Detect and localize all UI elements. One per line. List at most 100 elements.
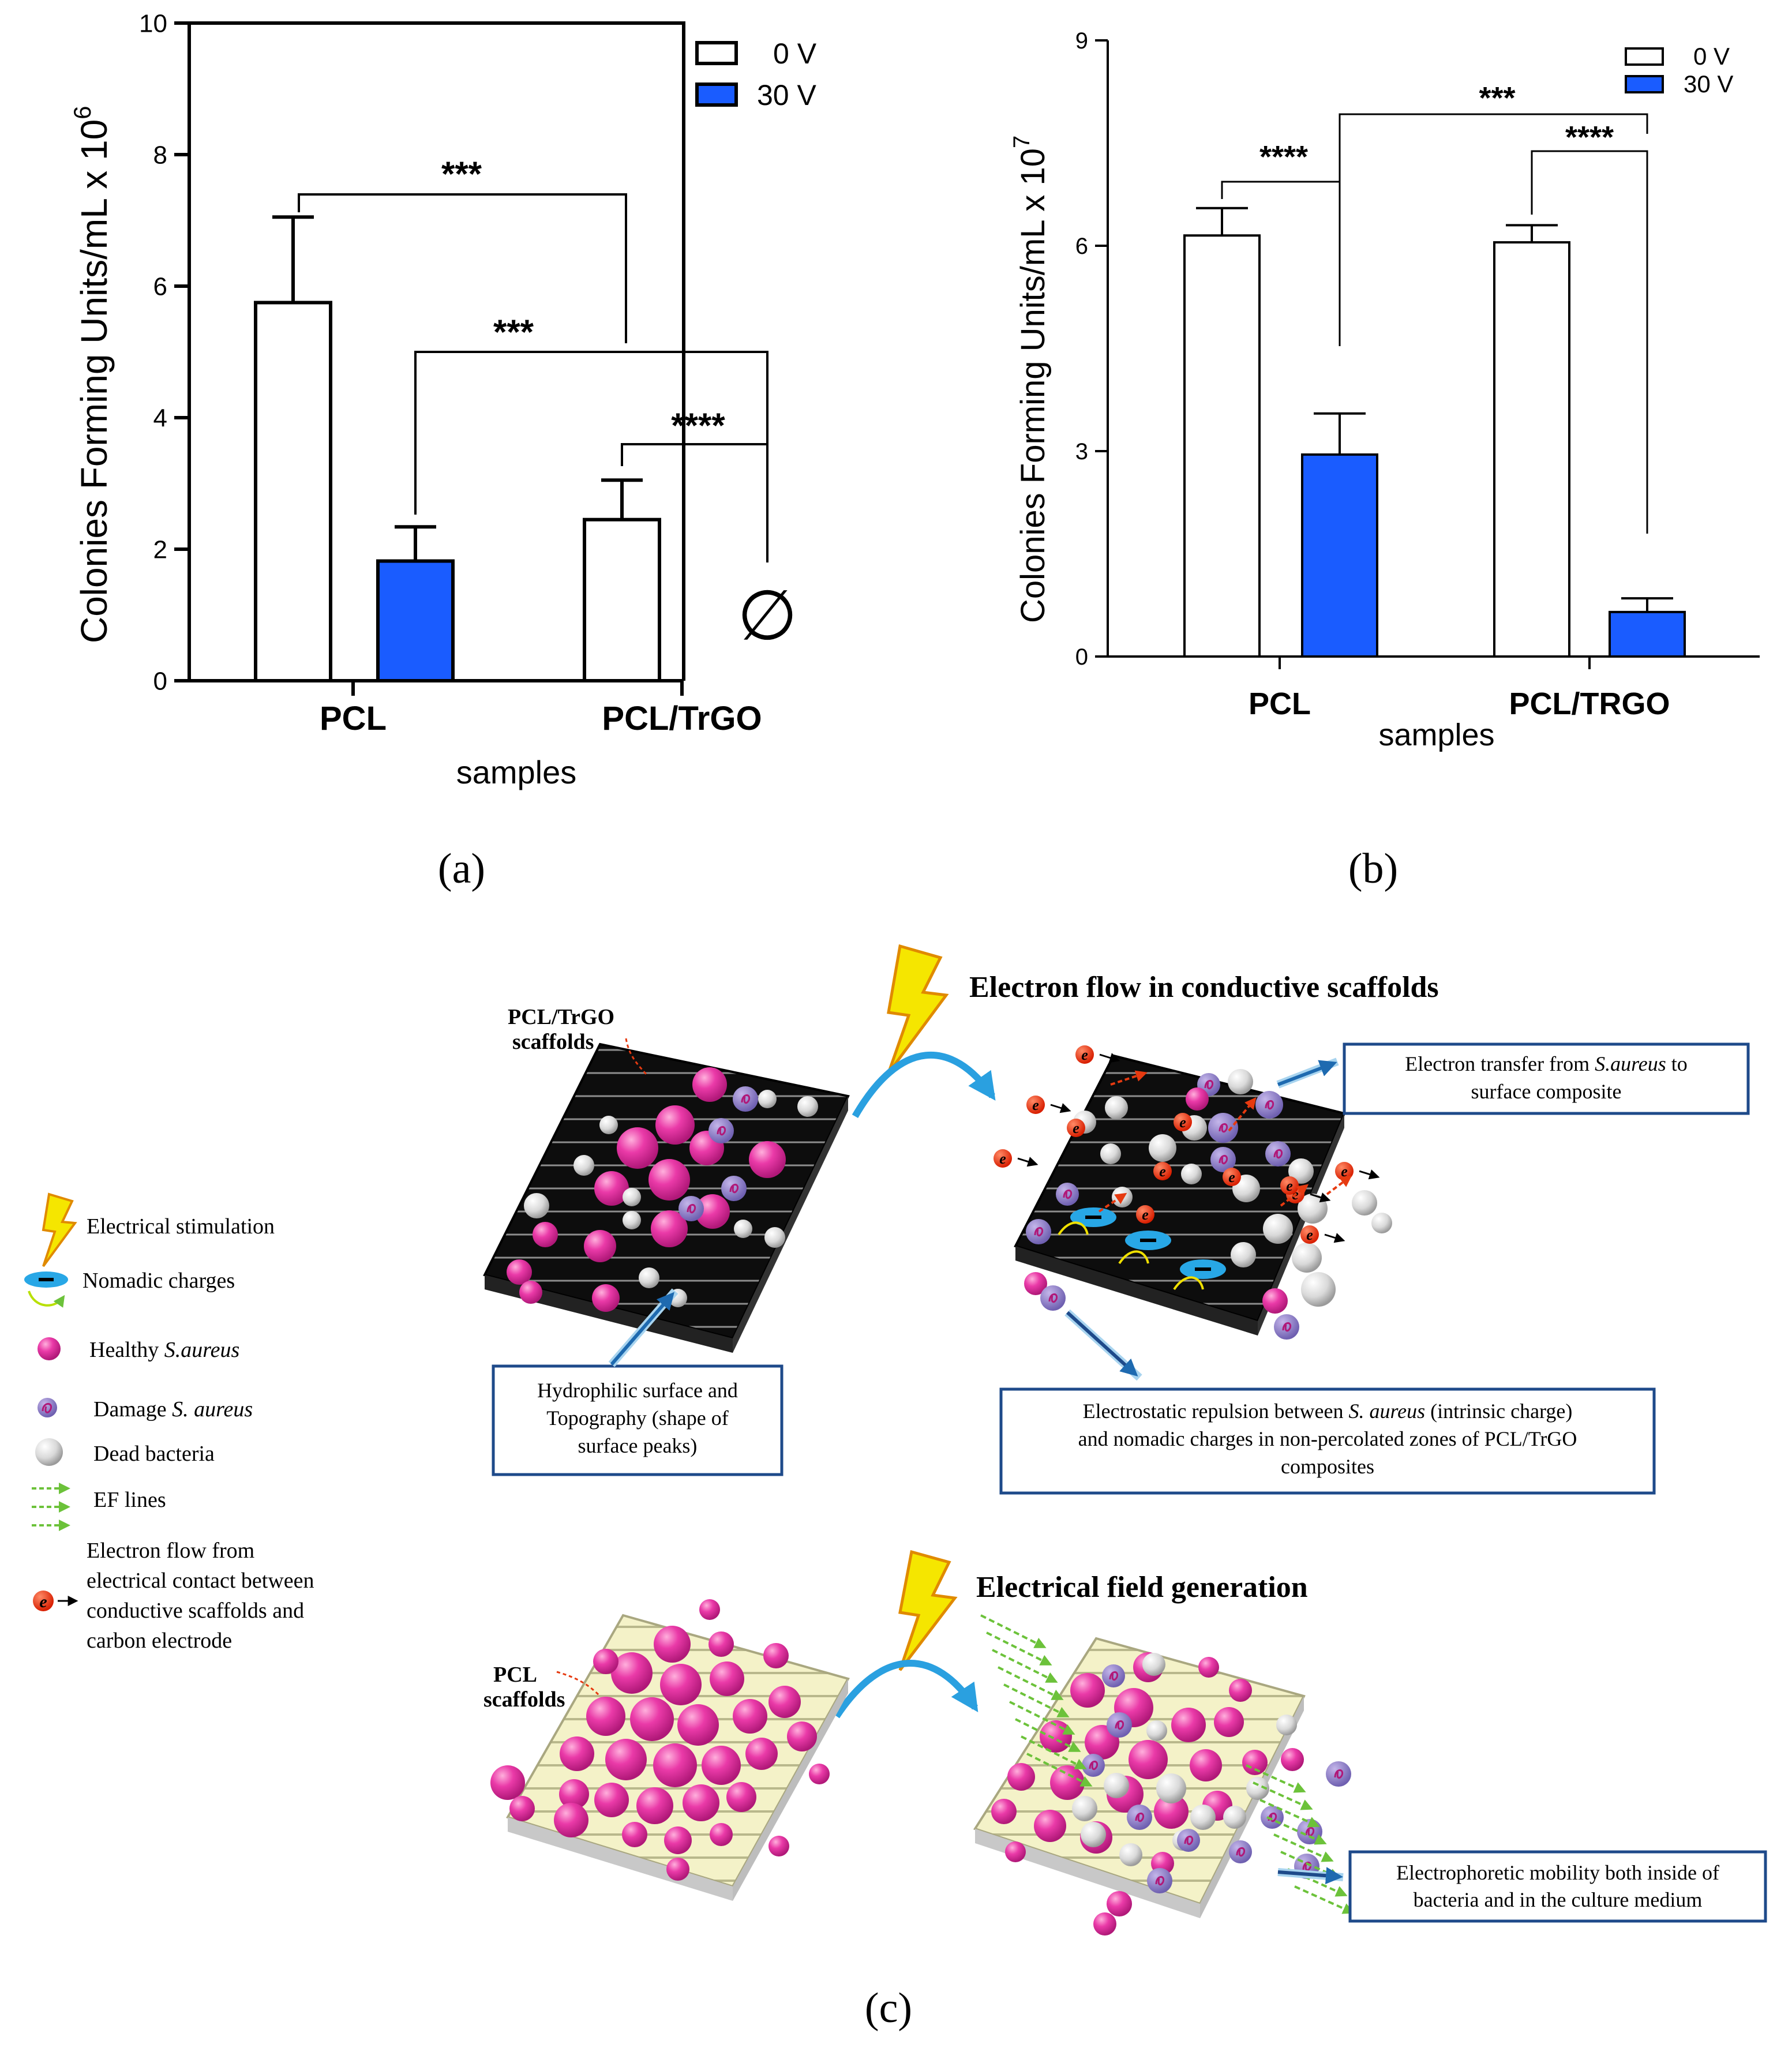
damaged-bacteria-mark	[1236, 1847, 1246, 1857]
damaged-bacteria-mark	[717, 1126, 726, 1136]
healthy-bacteria-icon	[533, 1222, 558, 1247]
chart-a-bracket-2	[414, 351, 768, 562]
healthy-bacteria-icon	[509, 1796, 535, 1821]
trgo-scaffold-after	[1014, 1054, 1346, 1336]
chart-a-xlabel: samples	[456, 754, 577, 790]
electron-symbol: e	[1286, 1177, 1293, 1194]
dead-bacteria-icon	[1104, 1773, 1129, 1798]
chart-a-ticks: 0 2 4 6 8 10	[139, 9, 684, 696]
legend-electrical-label: Electrical stimulation	[87, 1214, 275, 1239]
ef-line-left-4	[1003, 1683, 1070, 1717]
label-c: (c)	[865, 1985, 912, 2032]
electron-transfer-arrow-3	[1326, 1175, 1352, 1195]
damaged-bacteria-icon	[733, 1086, 758, 1112]
ef-line-left-1	[986, 1631, 1052, 1666]
healthy-bacteria-icon	[702, 1746, 741, 1785]
healthy-bacteria-icon	[507, 1259, 532, 1285]
box-electrophoretic-line-1: Electrophoretic mobility both inside of	[1396, 1861, 1719, 1884]
dead-bacteria-icon	[1081, 1822, 1106, 1847]
nomadic-charge-icon	[1125, 1231, 1171, 1250]
electron-symbol: e	[1228, 1169, 1235, 1186]
chart-a-category-pcltrgo: PCL/TrGO	[602, 700, 762, 737]
schematic-title-electron-flow: Electron flow in conductive scaffolds	[969, 971, 1439, 1004]
healthy-bacteria-icon	[708, 1631, 734, 1657]
electron-arrow	[1017, 1157, 1039, 1167]
electron-icon	[994, 1149, 1012, 1168]
ef-line-left-3	[998, 1666, 1064, 1700]
damaged-bacteria-icon	[1082, 1754, 1105, 1777]
dead-bacteria-icon	[1119, 1843, 1142, 1866]
healthy-bacteria-icon	[592, 1284, 620, 1312]
legend-electron-icon: e	[33, 1591, 78, 1611]
chart-a-bars	[254, 215, 661, 683]
chart-a: 0 2 4 6 8 10 *** *** **** ∅ PCL PCL/TrGO samp…	[69, 9, 817, 790]
ef-line-right-1	[1253, 1781, 1313, 1810]
damaged-bacteria-icon	[1102, 1664, 1125, 1687]
chart-a-bracket-1	[298, 193, 627, 343]
damaged-bacteria-mark	[729, 1184, 739, 1194]
healthy-bacteria-icon	[683, 1784, 719, 1821]
healthy-bacteria-icon	[1034, 1810, 1066, 1842]
healthy-bacteria-icon	[617, 1127, 658, 1169]
dead-bacteria-icon	[734, 1220, 752, 1238]
chart-b-xlabel: samples	[1378, 718, 1494, 752]
damaged-bacteria-mark	[1184, 1836, 1194, 1846]
healthy-bacteria-icon	[745, 1738, 778, 1770]
healthy-bacteria-icon	[554, 1803, 588, 1837]
healthy-bacteria-icon	[1093, 1912, 1116, 1936]
chart-b-legend-30v: 30 V	[1684, 70, 1733, 97]
ef-line-right-5	[1280, 1851, 1341, 1880]
electron-arrow	[1359, 1169, 1380, 1180]
healthy-bacteria-icon	[651, 1210, 688, 1247]
healthy-bacteria-icon	[787, 1721, 817, 1751]
legend-dead-label: Dead bacteria	[93, 1442, 215, 1466]
damaged-bacteria-mark	[1302, 1862, 1312, 1871]
electron-symbol: e	[1341, 1163, 1348, 1180]
chartA-ytick-label-4: 8	[153, 141, 167, 169]
healthy-bacteria-icon	[664, 1826, 692, 1854]
chartA-bar-1-0	[583, 517, 661, 682]
trgo-scaffold-label-2: scaffolds	[512, 1030, 594, 1054]
damaged-bacteria-mark	[1135, 1813, 1145, 1822]
chart-a-legend-0v: 0 V	[773, 37, 817, 70]
box-repulsion-line-1: Electrostatic repulsion between S. aureu…	[1083, 1400, 1573, 1423]
process-arrow-bottom	[834, 1660, 979, 1719]
damaged-bacteria-icon	[1229, 1840, 1252, 1863]
damaged-bacteria-mark	[1334, 1769, 1344, 1779]
healthy-bacteria-icon	[1024, 1272, 1047, 1295]
box-electron-line-1: Electron transfer from S.aureus to	[1405, 1052, 1688, 1075]
ef-line-left-6	[1015, 1718, 1081, 1752]
dead-bacteria-icon	[623, 1188, 641, 1206]
chartB-bar-0-0	[1183, 234, 1261, 658]
healthy-bacteria-icon	[605, 1739, 647, 1780]
chart-a-legend-swatch-30v	[695, 82, 738, 107]
electron-icon	[1280, 1176, 1299, 1195]
chartA-ytick-label-5: 10	[139, 9, 167, 37]
dead-bacteria-icon	[599, 1116, 618, 1134]
damaged-bacteria-icon	[1274, 1314, 1299, 1340]
pcl-scaffold-label-1: PCL	[493, 1663, 537, 1687]
healthy-bacteria-icon	[1229, 1679, 1252, 1702]
dead-bacteria-icon	[524, 1193, 549, 1218]
damaged-bacteria-icon	[1326, 1761, 1351, 1787]
healthy-bacteria-icon	[726, 1782, 756, 1812]
dead-bacteria-icon	[639, 1267, 659, 1288]
arrow-electrophoretic	[1277, 1867, 1343, 1885]
dead-bacteria-icon	[764, 1227, 785, 1248]
healthy-bacteria-icon	[768, 1686, 801, 1718]
healthy-bacteria-icon	[586, 1697, 625, 1736]
dead-bacteria-icon	[797, 1096, 818, 1117]
chart-b-category-pcl: PCL	[1249, 687, 1311, 721]
healthy-bacteria-icon	[1050, 1765, 1085, 1800]
legend-ef-icon	[32, 1483, 70, 1531]
chartB-ytick-label-0: 0	[1075, 644, 1088, 670]
chartA-bar-0-1	[376, 559, 455, 683]
healthy-bacteria-icon	[490, 1765, 525, 1800]
chart-a-bracket-3	[621, 443, 767, 466]
chart-a-legend-30v: 30 V	[757, 79, 817, 111]
electron-symbol: e	[1032, 1097, 1039, 1113]
dead-bacteria-icon	[1231, 1242, 1256, 1267]
healthy-bacteria-icon	[809, 1764, 830, 1784]
healthy-bacteria-icon	[636, 1787, 673, 1824]
